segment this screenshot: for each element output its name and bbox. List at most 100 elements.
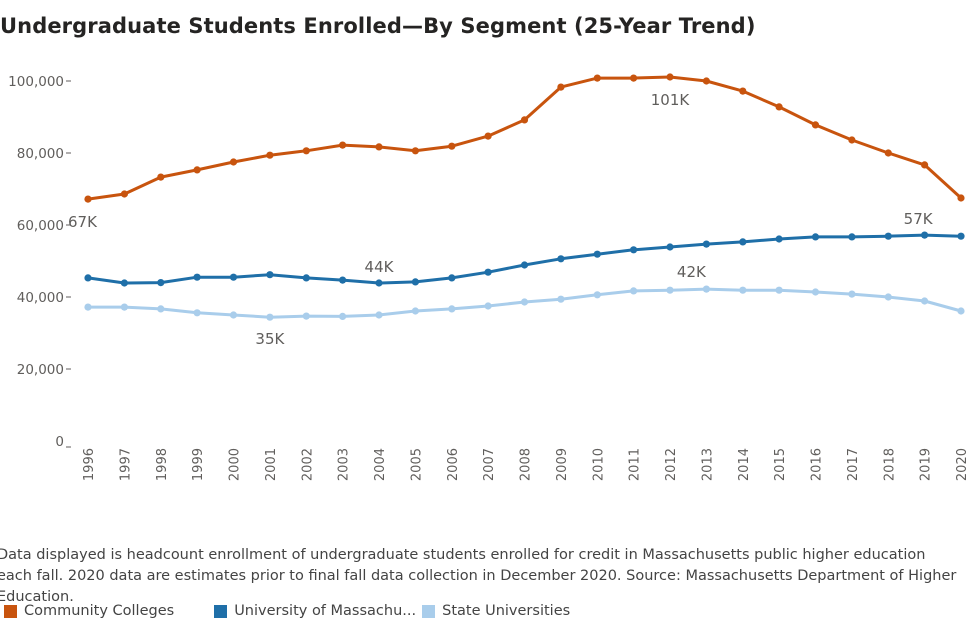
x-tick-label: 2015 (773, 448, 788, 481)
x-tick-label: 2002 (300, 448, 315, 481)
y-tick-label: 0 (55, 434, 64, 450)
data-point[interactable] (775, 235, 783, 243)
data-point[interactable] (448, 305, 456, 313)
data-point[interactable] (666, 73, 674, 81)
data-point[interactable] (593, 291, 601, 299)
legend-swatch (214, 604, 228, 618)
data-point[interactable] (375, 311, 383, 319)
x-tick-label: 2008 (519, 448, 534, 481)
y-tick-label: 80,000 (17, 146, 64, 162)
data-point[interactable] (957, 307, 965, 315)
data-point[interactable] (229, 273, 238, 281)
series-line[interactable] (86, 75, 963, 201)
chart-title: Undergraduate Students Enrolled—By Segme… (0, 14, 756, 38)
data-point[interactable] (120, 190, 128, 198)
data-point[interactable] (775, 286, 783, 294)
data-point[interactable] (411, 278, 419, 286)
x-tick-label: 2012 (664, 448, 679, 481)
data-point[interactable] (266, 313, 274, 321)
data-point[interactable] (884, 293, 892, 301)
data-point[interactable] (666, 243, 674, 251)
data-point[interactable] (739, 286, 747, 294)
data-point[interactable] (193, 166, 201, 174)
legend-label: University of Massachu... (234, 603, 417, 619)
data-point[interactable] (448, 142, 456, 150)
data-point[interactable] (630, 246, 638, 254)
x-tick-label: 1999 (191, 448, 206, 481)
data-point[interactable] (375, 143, 383, 151)
data-point[interactable] (339, 141, 347, 149)
data-point[interactable] (775, 103, 783, 111)
data-point[interactable] (193, 273, 201, 281)
data-point[interactable] (411, 307, 419, 315)
data-point[interactable] (339, 312, 347, 320)
data-point[interactable] (811, 121, 820, 129)
data-point[interactable] (739, 238, 747, 246)
y-tick-label: 60,000 (17, 218, 64, 234)
data-point[interactable] (84, 195, 92, 203)
data-point[interactable] (84, 274, 92, 282)
data-point[interactable] (739, 87, 747, 95)
x-tick-label: 2013 (700, 448, 715, 481)
data-point[interactable] (630, 74, 638, 82)
data-point[interactable] (957, 194, 965, 202)
legend-label: Community Colleges (24, 603, 175, 619)
data-point[interactable] (666, 286, 674, 294)
data-point[interactable] (702, 240, 711, 248)
data-point[interactable] (193, 309, 201, 317)
data-point[interactable] (702, 285, 711, 293)
data-point[interactable] (702, 77, 711, 85)
data-point[interactable] (520, 298, 529, 306)
legend-item-umass[interactable]: University of Massachu... (214, 603, 416, 619)
legend-item-state-universities[interactable]: State Universities (422, 603, 570, 619)
data-point[interactable] (557, 255, 565, 263)
data-point[interactable] (157, 173, 165, 181)
data-point[interactable] (557, 83, 565, 91)
data-point[interactable] (520, 116, 529, 124)
data-point[interactable] (339, 276, 347, 284)
x-tick-label: 2005 (409, 448, 424, 481)
data-point[interactable] (848, 136, 856, 144)
data-point[interactable] (593, 74, 601, 82)
data-point[interactable] (411, 147, 419, 155)
data-point[interactable] (484, 132, 492, 140)
data-point[interactable] (848, 233, 856, 241)
data-point[interactable] (520, 261, 529, 269)
legend-label: State Universities (442, 603, 571, 619)
x-tick-label: 2007 (482, 448, 497, 481)
data-point[interactable] (229, 311, 238, 319)
data-point[interactable] (848, 290, 856, 298)
data-point[interactable] (120, 303, 128, 311)
data-point[interactable] (884, 232, 892, 240)
data-point[interactable] (120, 279, 128, 287)
data-point[interactable] (266, 271, 274, 279)
data-point[interactable] (630, 287, 638, 295)
legend-item-community-colleges[interactable]: Community Colleges (4, 603, 174, 619)
series-line[interactable] (86, 233, 963, 285)
data-point[interactable] (884, 149, 892, 157)
chart-footnote: Data displayed is headcount enrollment o… (0, 547, 957, 605)
data-point[interactable] (593, 250, 601, 258)
data-point[interactable] (484, 268, 492, 276)
data-point[interactable] (302, 274, 310, 282)
data-point[interactable] (811, 288, 820, 296)
data-point[interactable] (957, 232, 965, 240)
data-point[interactable] (157, 305, 165, 313)
data-point[interactable] (448, 274, 456, 282)
data-point[interactable] (811, 233, 820, 241)
x-tick-label: 2004 (373, 448, 388, 481)
data-point[interactable] (484, 302, 492, 310)
legend-swatch (4, 604, 17, 618)
data-point[interactable] (157, 279, 165, 287)
data-point[interactable] (84, 303, 92, 311)
data-point[interactable] (229, 158, 238, 166)
series-state-universities (84, 285, 965, 321)
data-point[interactable] (921, 161, 929, 169)
data-point[interactable] (921, 297, 929, 305)
data-point[interactable] (302, 312, 310, 320)
data-point[interactable] (557, 295, 565, 303)
data-point[interactable] (266, 151, 274, 159)
data-point[interactable] (375, 279, 383, 287)
data-point[interactable] (302, 147, 310, 155)
data-point[interactable] (921, 231, 929, 239)
